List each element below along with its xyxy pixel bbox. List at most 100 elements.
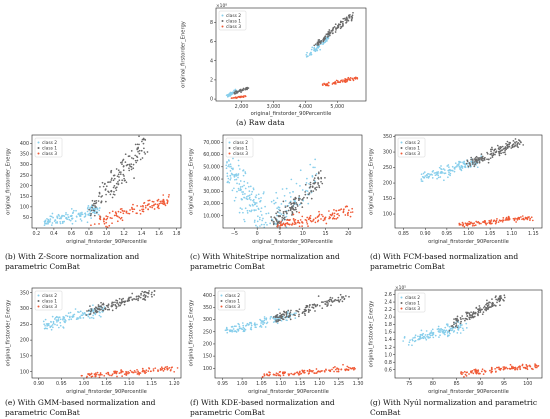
point-class-1	[93, 214, 96, 217]
point-class-1	[312, 307, 315, 309]
x-tick-label: 1.0	[103, 231, 111, 237]
legend-marker	[220, 305, 223, 308]
point-class-2	[284, 205, 287, 207]
point-class-2	[258, 197, 260, 200]
point-class-3	[337, 209, 340, 212]
point-class-1	[341, 297, 343, 299]
y-tick-label: 350	[383, 134, 392, 140]
point-class-2	[459, 326, 462, 329]
x-tick-label: 95	[501, 381, 507, 387]
point-class-1	[520, 141, 522, 144]
point-class-3	[108, 224, 111, 227]
point-class-1	[89, 214, 92, 217]
point-class-2	[235, 178, 238, 181]
point-class-3	[320, 213, 323, 216]
point-class-2	[54, 323, 56, 326]
point-class-1	[141, 290, 144, 293]
point-class-3	[280, 220, 283, 223]
point-class-1	[130, 150, 133, 152]
point-class-1	[134, 154, 137, 157]
point-class-1	[135, 161, 138, 164]
point-class-1	[290, 309, 292, 312]
point-class-1	[279, 312, 281, 315]
point-class-2	[229, 170, 232, 172]
point-class-1	[91, 199, 94, 202]
point-class-1	[292, 202, 295, 205]
point-class-3	[327, 84, 330, 87]
point-class-2	[295, 312, 297, 314]
point-class-1	[481, 159, 484, 162]
point-class-3	[292, 213, 295, 216]
point-class-1	[133, 177, 135, 179]
x-tick-label: 0.8	[85, 231, 93, 237]
point-class-2	[427, 176, 430, 179]
point-class-1	[90, 212, 92, 215]
point-class-3	[123, 373, 126, 376]
point-class-3	[521, 218, 523, 221]
point-class-3	[127, 212, 129, 215]
point-class-2	[47, 220, 49, 223]
point-class-2	[60, 216, 62, 219]
point-class-3	[474, 224, 477, 226]
point-class-2	[267, 212, 270, 215]
point-class-1	[468, 316, 471, 319]
point-class-1	[513, 145, 515, 148]
point-class-1	[503, 294, 506, 297]
legend-marker	[37, 152, 40, 155]
point-class-1	[90, 209, 93, 212]
point-class-2	[229, 165, 231, 168]
point-class-2	[241, 208, 243, 210]
y-tick-label: 100	[20, 369, 29, 375]
point-class-1	[120, 182, 123, 184]
caption-zscore: (b) With Z-Score normalization and param…	[5, 252, 140, 271]
point-class-2	[79, 215, 82, 217]
y-tick-label: 20,000	[203, 201, 220, 207]
point-class-2	[462, 329, 465, 332]
point-class-1	[468, 312, 470, 315]
point-class-1	[279, 209, 281, 212]
legend-marker	[400, 147, 403, 149]
point-class-3	[111, 222, 113, 225]
legend-marker	[400, 152, 403, 155]
point-class-1	[127, 298, 130, 301]
point-class-2	[65, 212, 67, 214]
point-class-1	[464, 317, 467, 320]
point-class-3	[326, 84, 328, 87]
point-class-3	[349, 215, 352, 218]
point-class-1	[89, 313, 92, 315]
point-class-1	[466, 315, 469, 318]
point-class-2	[431, 177, 434, 179]
point-class-1	[311, 303, 314, 306]
point-class-3	[132, 203, 134, 206]
point-class-2	[299, 185, 301, 187]
point-class-3	[162, 201, 165, 204]
point-class-3	[115, 214, 118, 217]
point-class-1	[298, 313, 300, 316]
point-class-3	[147, 370, 150, 372]
point-class-2	[92, 317, 95, 320]
point-class-1	[113, 193, 116, 196]
point-class-3	[267, 374, 269, 377]
scatter-svg: 0.2 0.4 0.6 0.8 1.0 1.2 1.4 1.6 1.85010015020025…	[6, 134, 182, 245]
point-class-1	[316, 186, 318, 189]
point-class-2	[56, 221, 58, 223]
point-class-3	[526, 365, 528, 367]
point-class-1	[505, 142, 507, 145]
point-class-1	[334, 31, 337, 33]
point-class-1	[96, 307, 99, 310]
point-class-3	[490, 366, 493, 369]
y-axis-label: original_firstorder_Energy	[189, 148, 195, 215]
point-class-2	[409, 339, 411, 341]
point-class-3	[308, 217, 311, 220]
point-class-1	[482, 306, 485, 309]
point-class-1	[241, 88, 244, 91]
data-points	[224, 293, 356, 379]
y-tick-label: 350	[203, 305, 212, 311]
point-class-3	[306, 222, 309, 225]
point-class-1	[147, 295, 149, 298]
point-class-1	[324, 300, 326, 303]
point-class-2	[48, 221, 51, 223]
point-class-2	[255, 224, 257, 227]
point-class-2	[64, 320, 67, 322]
